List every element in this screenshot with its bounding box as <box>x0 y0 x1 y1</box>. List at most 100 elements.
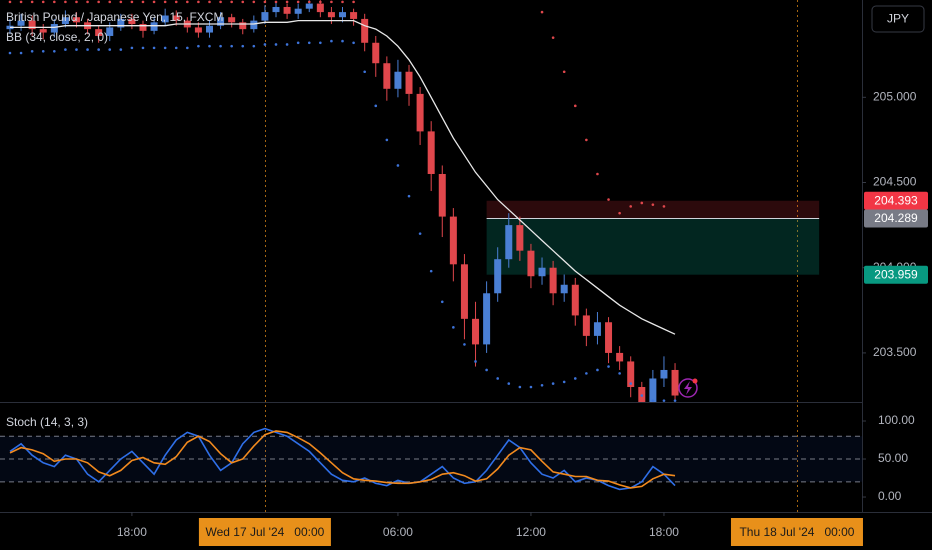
bb-lower-dot <box>529 385 533 389</box>
candle-body <box>460 264 468 319</box>
price-label: 204.393 <box>874 193 918 207</box>
bb-lower-dot <box>540 383 544 387</box>
candle-body <box>350 12 358 19</box>
price-label-box <box>864 265 928 284</box>
candle-body <box>39 29 47 33</box>
bb-lower-dot <box>429 269 433 273</box>
sar-dot <box>307 0 311 4</box>
candle-body <box>194 27 202 33</box>
bb-lower-dot <box>418 232 422 235</box>
stoch-y-tick-label: 0.00 <box>878 489 902 503</box>
bb-lower-dot <box>629 382 633 385</box>
candle-body <box>95 29 103 36</box>
candle-body <box>161 15 169 23</box>
bb-lower-dot <box>8 51 12 55</box>
sar-dot <box>562 70 566 74</box>
sar-dot <box>64 0 67 4</box>
bb-lower-dot <box>651 399 655 402</box>
sar-dot <box>596 172 599 176</box>
alert-icon[interactable] <box>678 378 698 398</box>
bb-lower-dot <box>496 377 499 380</box>
candle-body <box>172 15 180 21</box>
sar-dot <box>618 211 621 215</box>
sar-dot <box>19 0 23 4</box>
candle-body <box>272 6 280 13</box>
bb-lower-dot <box>75 48 78 51</box>
candle-body <box>582 315 590 336</box>
currency-button[interactable] <box>871 5 925 33</box>
bb-lower-dot <box>108 48 112 51</box>
candle-body <box>427 131 435 174</box>
bb-lower-dot <box>596 368 599 372</box>
bb-lower-dot <box>640 394 644 397</box>
sar-dot <box>86 0 89 4</box>
sar-dot <box>296 0 300 4</box>
candle-body <box>505 225 513 260</box>
target-zone <box>486 218 820 275</box>
candle-body <box>250 20 258 30</box>
candle-body <box>549 267 557 294</box>
stoch-y-tick-label: 50.00 <box>878 451 908 465</box>
price-label: 204.289 <box>874 211 918 225</box>
sar-dot <box>230 0 233 4</box>
sar-dot <box>41 0 45 4</box>
sar-dot <box>573 104 577 108</box>
sar-dot <box>607 198 610 201</box>
bb-lower-dot <box>518 385 522 389</box>
bb-lower-dot <box>440 300 444 304</box>
candle-body <box>383 63 391 89</box>
price-label-box <box>864 209 928 228</box>
sar-dot <box>108 0 112 4</box>
candle-body <box>305 3 313 9</box>
sar-dot <box>252 0 256 4</box>
candle-body <box>117 18 125 28</box>
bb-lower-dot <box>385 138 389 142</box>
bb-lower-dot <box>485 368 488 372</box>
sar-dot <box>319 0 322 4</box>
candle-body <box>361 18 369 43</box>
sar-dot <box>53 0 56 4</box>
candle-body <box>671 369 679 396</box>
price-label-box <box>864 191 928 210</box>
candle-body <box>316 3 324 13</box>
bb-lower-dot <box>374 104 378 108</box>
bb-lower-dot <box>330 39 333 43</box>
sar-dot <box>640 201 644 205</box>
sar-dot <box>629 205 633 208</box>
stoch-y-tick-label: 100.00 <box>878 413 915 427</box>
sar-dot <box>186 0 189 4</box>
candle-body <box>394 71 402 89</box>
bb-lower-dot <box>241 44 245 48</box>
candle-body <box>649 378 657 402</box>
indicator-label: BB (34, close, 2, 0) <box>6 30 108 44</box>
candle-body <box>72 17 80 23</box>
candle-body <box>571 284 579 316</box>
sar-dot <box>119 0 123 4</box>
sar-dot <box>341 0 344 4</box>
candle-body <box>372 42 380 64</box>
axis-layer: 203.500204.000204.500205.0000.0050.00100… <box>117 89 928 546</box>
sar-dot <box>197 0 200 4</box>
x-tick-label: 18:00 <box>649 525 679 539</box>
sar-dot <box>30 0 34 4</box>
bb-lower-dot <box>19 51 23 55</box>
candle-body <box>150 22 158 31</box>
sar-dot <box>130 0 134 4</box>
candle-body <box>327 12 335 18</box>
bb-lower-dot <box>573 377 577 380</box>
x-tick-label: Wed 17 Jul '24 00:00 <box>206 525 325 539</box>
bb-lower-dot <box>141 46 145 50</box>
bb-lower-dot <box>463 343 466 346</box>
alert-dot <box>692 378 698 384</box>
bb-lower-dot <box>352 41 355 45</box>
candle-body <box>50 24 58 33</box>
bb-lower-dot <box>562 380 566 384</box>
bb-lower-dot <box>186 46 189 50</box>
bb-lower-dot <box>130 46 134 50</box>
currency-label: JPY <box>887 12 909 26</box>
bb-lower-dot <box>407 194 411 198</box>
bb-lower-dot <box>296 41 300 45</box>
y-tick-label: 203.500 <box>873 345 917 359</box>
